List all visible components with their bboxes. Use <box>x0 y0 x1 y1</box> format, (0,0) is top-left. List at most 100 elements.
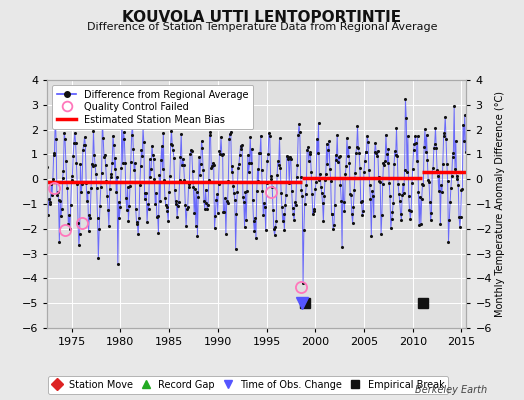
Point <box>227 169 236 175</box>
Point <box>461 149 470 156</box>
Point <box>236 142 245 149</box>
Point <box>62 158 70 164</box>
Point <box>349 204 357 210</box>
Point <box>369 193 377 199</box>
Point <box>420 144 428 150</box>
Point <box>427 210 435 216</box>
Point <box>273 172 281 179</box>
Point <box>274 158 282 164</box>
Point <box>53 188 62 195</box>
Point <box>283 156 292 162</box>
Point <box>214 181 223 187</box>
Point <box>437 182 445 188</box>
Point <box>203 206 211 212</box>
Point <box>134 231 143 238</box>
Point <box>192 189 201 195</box>
Point <box>103 193 112 200</box>
Point <box>161 195 169 201</box>
Point <box>444 238 453 245</box>
Point <box>143 219 151 225</box>
Point <box>381 158 389 164</box>
Point <box>263 180 271 187</box>
Point <box>199 167 208 173</box>
Point <box>362 148 370 155</box>
Point <box>418 196 426 202</box>
Point <box>284 154 292 160</box>
Point <box>364 139 372 146</box>
Point <box>407 208 416 214</box>
Point <box>158 143 166 149</box>
Point <box>120 136 128 142</box>
Point <box>232 246 240 252</box>
Point <box>412 140 420 147</box>
Point <box>124 218 133 224</box>
Point <box>376 179 385 186</box>
Point <box>243 187 251 194</box>
Point <box>263 158 271 164</box>
Point <box>300 201 309 207</box>
Point <box>331 202 339 208</box>
Point <box>66 226 74 232</box>
Point <box>326 166 334 172</box>
Point <box>207 164 215 171</box>
Point <box>193 232 202 239</box>
Point <box>68 177 76 184</box>
Text: Difference of Station Temperature Data from Regional Average: Difference of Station Temperature Data f… <box>87 22 437 32</box>
Point <box>109 132 117 139</box>
Point <box>196 160 205 167</box>
Point <box>128 120 137 126</box>
Point <box>45 195 53 202</box>
Point <box>102 162 110 168</box>
Point <box>166 172 174 179</box>
Point <box>348 220 357 227</box>
Point <box>47 181 56 187</box>
Point <box>325 138 333 144</box>
Point <box>144 201 152 207</box>
Point <box>324 146 332 153</box>
Point <box>408 180 416 186</box>
Point <box>192 223 200 229</box>
Point <box>359 208 367 214</box>
Point <box>392 125 401 132</box>
Point <box>137 147 146 154</box>
Point <box>286 154 294 160</box>
Point <box>158 166 167 172</box>
Point <box>446 199 454 205</box>
Point <box>323 160 332 167</box>
Point <box>127 158 135 165</box>
Point <box>255 150 264 156</box>
Point <box>201 206 209 212</box>
Point <box>384 160 392 166</box>
Point <box>312 179 320 186</box>
Point <box>114 261 122 267</box>
Point <box>43 164 51 170</box>
Point <box>169 147 177 154</box>
Point <box>425 198 434 205</box>
Point <box>441 114 450 120</box>
Point <box>400 190 408 196</box>
Point <box>265 130 273 137</box>
Point <box>176 177 184 183</box>
Point <box>152 190 160 196</box>
Point <box>184 184 193 190</box>
Point <box>174 199 183 206</box>
Point <box>319 218 328 224</box>
Point <box>210 225 219 231</box>
Point <box>170 154 178 161</box>
Point <box>204 202 212 209</box>
Point <box>391 152 400 158</box>
Point <box>261 227 270 233</box>
Point <box>241 224 249 230</box>
Point <box>89 162 97 169</box>
Point <box>383 150 391 157</box>
Point <box>315 177 323 183</box>
Point <box>304 144 312 150</box>
Point <box>86 214 94 221</box>
Point <box>280 227 289 233</box>
Point <box>222 231 230 237</box>
Point <box>100 154 108 160</box>
Point <box>313 136 321 142</box>
Point <box>129 146 137 152</box>
Point <box>234 164 242 171</box>
Point <box>413 133 422 139</box>
